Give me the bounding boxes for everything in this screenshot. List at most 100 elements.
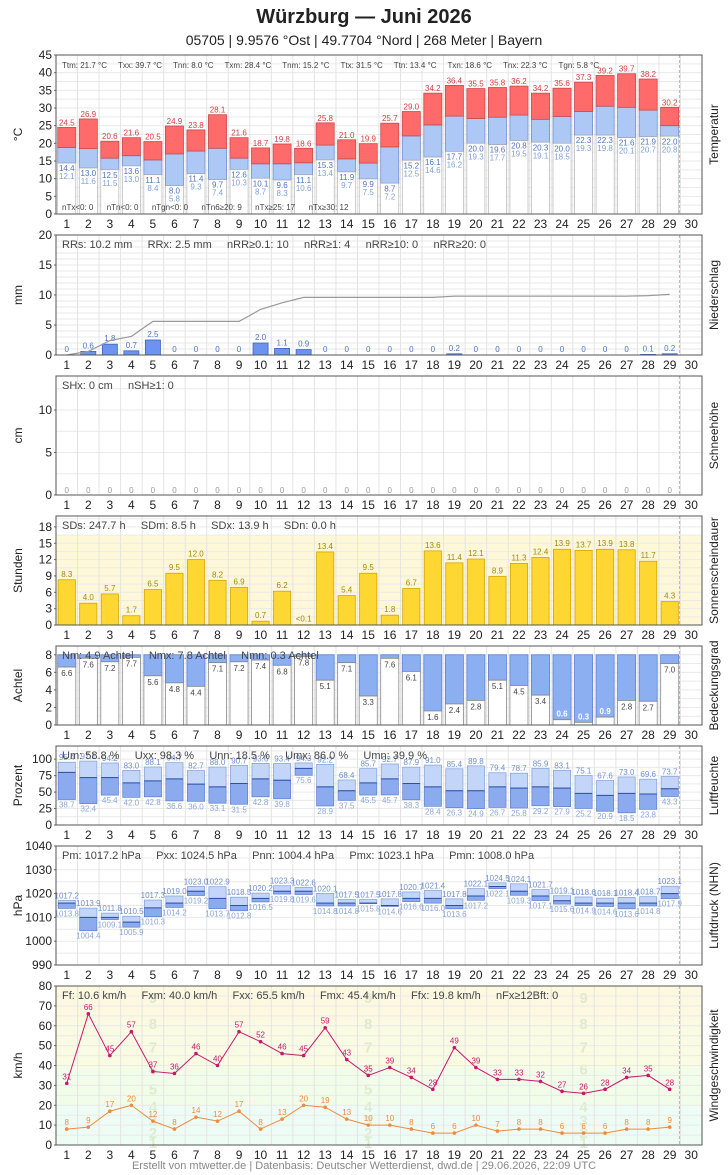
wind-gust-label: 59	[321, 1017, 330, 1026]
humidity-lower-bar	[466, 790, 485, 809]
side-label: Luftfeuchte	[707, 755, 721, 815]
x-tick-label: 25	[577, 968, 591, 982]
tx-label: 19.9	[360, 135, 376, 144]
beaufort-label: 8	[579, 1016, 587, 1033]
tg-label: 7.2	[384, 192, 396, 201]
x-tick-label: 25	[577, 728, 591, 742]
panel-frame	[55, 234, 703, 356]
sun-bar	[273, 590, 292, 626]
wind-gust-point	[301, 1053, 306, 1058]
sun-label: 13.9	[554, 539, 570, 548]
tg-label: 7.5	[363, 188, 375, 197]
x-tick-label: 3	[106, 968, 113, 982]
wind-mean-label: 17	[235, 1100, 244, 1109]
px-label: 1013.9	[76, 899, 101, 908]
wind-gust-point	[280, 1051, 284, 1056]
tn-label: 22.3	[576, 136, 592, 145]
y-tick-label: 70	[39, 999, 53, 1013]
cloud-label: 3.4	[535, 697, 547, 706]
humidity-upper-bar	[510, 772, 528, 789]
tx-label: 24.5	[59, 118, 75, 127]
x-tick-label: 13	[318, 1148, 332, 1162]
wind-mean-point	[301, 1103, 306, 1108]
tg-label: 12.5	[404, 169, 420, 178]
x-tick-label: 15	[362, 728, 376, 742]
px-label: 1022.1	[464, 880, 489, 889]
humidity-upper-bar	[79, 760, 98, 778]
x-tick-label: 5	[150, 628, 157, 642]
tg-label: 20.1	[619, 147, 635, 156]
pressure-upper-bar	[639, 896, 658, 904]
wind-gust-point	[646, 1073, 650, 1078]
humidity-upper-bar	[337, 779, 356, 792]
wind-mean-label: 8	[258, 1118, 263, 1127]
cloud-free-bar	[337, 654, 357, 664]
tn-label: 21.9	[640, 138, 656, 147]
tx-label: 35.6	[554, 79, 570, 88]
x-tick-label: 29	[663, 828, 677, 842]
pressure-upper-bar	[230, 896, 248, 906]
pn-label: 1004.4	[76, 932, 101, 941]
side-label: Windgeschwindigkeit	[707, 1009, 721, 1122]
wind-gust-label: 28	[601, 1078, 610, 1087]
pressure-upper-bar	[337, 899, 356, 904]
ux-label: 73.7	[662, 767, 678, 776]
pressure-lower-bar	[165, 902, 184, 908]
snow-label: 0	[388, 486, 393, 495]
y-tick-label: 20	[39, 228, 53, 242]
temp-lower-bar	[251, 163, 271, 179]
pressure-upper-bar	[316, 893, 335, 904]
x-tick-label: 14	[340, 217, 354, 231]
x-tick-label: 28	[641, 968, 655, 982]
sun-bar	[509, 563, 528, 626]
wind-gust-label: 39	[385, 1056, 394, 1065]
x-tick-label: 26	[598, 628, 612, 642]
y-tick-label: 1000	[25, 934, 52, 948]
snow-label: 0	[108, 486, 113, 495]
y-axis-label: Stunden	[11, 548, 25, 593]
tg-label: 19.5	[511, 150, 527, 159]
panel-wind: 1234567891234567891234567890102030405060…	[11, 979, 721, 1162]
tn-label: 8.0	[169, 187, 181, 196]
tn-label: 13.0	[81, 169, 97, 178]
x-tick-label: 25	[577, 358, 591, 372]
x-tick-label: 30	[685, 358, 699, 372]
x-tick-label: 14	[340, 358, 354, 372]
px-label: 1021.7	[528, 881, 553, 890]
wind-gust-label: 45	[299, 1045, 308, 1054]
x-tick-label: 7	[193, 728, 200, 742]
x-tick-label: 12	[297, 217, 311, 231]
cloud-free-bar	[660, 654, 680, 664]
tg-label: 7.4	[212, 189, 224, 198]
x-tick-label: 8	[214, 358, 221, 372]
tx-label: 20.5	[145, 133, 161, 142]
x-tick-label: 12	[297, 728, 311, 742]
x-tick-label: 15	[362, 628, 376, 642]
beaufort-label: 1	[579, 1135, 587, 1152]
temp-upper-bar	[531, 92, 550, 120]
tx-label: 21.0	[339, 131, 355, 140]
px-label: 1010.5	[119, 907, 144, 916]
tg-label: 19.8	[597, 144, 613, 153]
x-tick-label: 9	[236, 358, 243, 372]
wind-gust-label: 52	[256, 1031, 265, 1040]
x-tick-label: 20	[469, 728, 483, 742]
panel-stats-2: nTx<0: 0 nTn<0: 0 nTgn<0: 0 nTn6≥20: 9 n…	[62, 203, 349, 212]
panel-frame	[55, 985, 703, 1146]
x-tick-label: 1	[63, 498, 70, 512]
cloud-free-bar	[444, 654, 464, 705]
panel-frame	[55, 375, 703, 496]
ux-label: 68.4	[339, 771, 355, 780]
beaufort-label: 8	[364, 1016, 372, 1033]
tg-label: 9.7	[341, 181, 353, 190]
cloud-label: 2.7	[643, 703, 655, 712]
ux-label: 83.1	[554, 761, 570, 770]
y-tick-label: 10	[39, 1118, 53, 1132]
wind-mean-label: 6	[603, 1122, 608, 1131]
wind-mean-point	[624, 1127, 629, 1131]
panel-stats: Pm: 1017.2 hPa Pxx: 1024.5 hPa Pnn: 1004…	[62, 850, 535, 862]
ux-label: 95.4	[59, 753, 75, 762]
x-tick-label: 26	[598, 1148, 612, 1162]
un-label: 33.1	[210, 804, 226, 813]
